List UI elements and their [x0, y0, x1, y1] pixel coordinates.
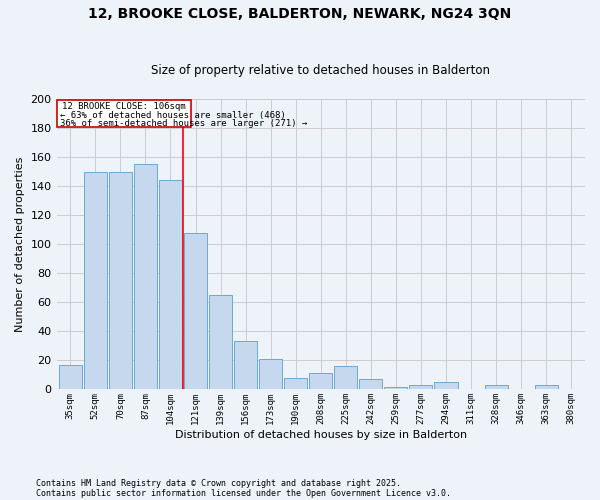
Bar	[259, 359, 282, 390]
FancyBboxPatch shape	[56, 100, 191, 126]
Y-axis label: Number of detached properties: Number of detached properties	[15, 156, 25, 332]
Bar	[209, 295, 232, 390]
Text: 12 BROOKE CLOSE: 106sqm: 12 BROOKE CLOSE: 106sqm	[62, 102, 185, 111]
Bar	[84, 172, 107, 390]
Bar	[359, 380, 382, 390]
Text: 12, BROOKE CLOSE, BALDERTON, NEWARK, NG24 3QN: 12, BROOKE CLOSE, BALDERTON, NEWARK, NG2…	[88, 8, 512, 22]
Bar	[385, 386, 407, 390]
Bar	[284, 378, 307, 390]
Bar	[184, 232, 207, 390]
Bar	[409, 385, 433, 390]
Bar	[485, 385, 508, 390]
Bar	[159, 180, 182, 390]
Bar	[434, 382, 458, 390]
Bar	[234, 342, 257, 390]
Bar	[109, 172, 132, 390]
Bar	[535, 385, 558, 390]
Title: Size of property relative to detached houses in Balderton: Size of property relative to detached ho…	[151, 64, 490, 77]
Text: Contains public sector information licensed under the Open Government Licence v3: Contains public sector information licen…	[36, 488, 451, 498]
Bar	[309, 374, 332, 390]
X-axis label: Distribution of detached houses by size in Balderton: Distribution of detached houses by size …	[175, 430, 467, 440]
Bar	[334, 366, 358, 390]
Bar	[59, 364, 82, 390]
Text: 36% of semi-detached houses are larger (271) →: 36% of semi-detached houses are larger (…	[60, 120, 308, 128]
Bar	[134, 164, 157, 390]
Text: ← 63% of detached houses are smaller (468): ← 63% of detached houses are smaller (46…	[60, 110, 286, 120]
Text: Contains HM Land Registry data © Crown copyright and database right 2025.: Contains HM Land Registry data © Crown c…	[36, 478, 401, 488]
